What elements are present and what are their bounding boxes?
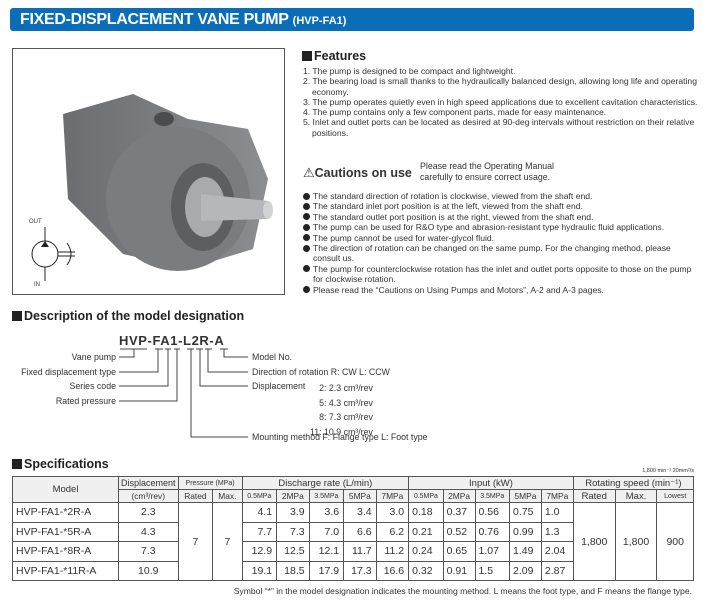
label-fixed-displacement: Fixed displacement type bbox=[21, 367, 116, 377]
table-cell: HVP-FA1-*8R-A bbox=[12, 541, 119, 562]
table-row: HVP-FA1-*8R-A 7.3 12.9 12.5 12.1 11.7 11.2 0.24… bbox=[12, 541, 694, 562]
cautions-heading: ⚠Cautions on use bbox=[303, 165, 412, 180]
table-cell: 0.56 bbox=[474, 502, 511, 523]
pump-image bbox=[63, 94, 273, 271]
table-cell: 6.6 bbox=[343, 521, 377, 542]
hydraulic-pump-symbol: OUT IN bbox=[25, 217, 85, 292]
table-cell: 0.32 bbox=[408, 560, 444, 581]
table-cell: 0.75 bbox=[509, 502, 542, 523]
title-banner: FIXED-DISPLACEMENT VANE PUMP (HVP-FA1) bbox=[10, 8, 694, 31]
label-rated-pressure: Rated pressure bbox=[55, 396, 116, 406]
feature-item: 1. The pump is designed to be compact an… bbox=[303, 66, 516, 76]
table-cell: 0.91 bbox=[442, 560, 476, 581]
features-heading: Features bbox=[302, 49, 366, 63]
feature-item: 5. Inlet and outlet ports can be located… bbox=[303, 117, 695, 138]
specifications-table: Model Displacement Pressure (MPa) Discha… bbox=[12, 476, 695, 581]
test-condition: 1,800 min⁻¹ 20mm²/s bbox=[642, 468, 694, 474]
table-cell: 3.4 bbox=[343, 502, 377, 523]
table-cell: 11.2 bbox=[375, 541, 410, 562]
caution-item: The direction of rotation can be changed… bbox=[303, 243, 698, 264]
table-cell: 0.37 bbox=[442, 502, 476, 523]
page-title: FIXED-DISPLACEMENT VANE PUMP bbox=[20, 11, 289, 28]
table-cell: HVP-FA1-*5R-A bbox=[12, 521, 119, 542]
table-cell: 1,800 bbox=[614, 502, 658, 581]
table-cell: 900 bbox=[656, 502, 694, 581]
label-mounting: Mounting method F: Flange type L: Foot t… bbox=[252, 432, 428, 442]
table-cell: 3.9 bbox=[276, 502, 310, 523]
features-list: 1. The pump is designed to be compact an… bbox=[303, 66, 698, 138]
table-cell: 7.3 bbox=[118, 541, 179, 562]
table-cell: 0.18 bbox=[408, 502, 444, 523]
table-cell: 10.9 bbox=[118, 560, 179, 581]
table-cell: 7.7 bbox=[241, 521, 278, 542]
table-row: HVP-FA1-*2R-A 2.3 7 7 4.1 3.9 3.6 3.4 3.0 0.18 0.3… bbox=[12, 502, 694, 581]
caution-item: The pump cannot be used for water-glycol… bbox=[303, 233, 698, 243]
table-cell: 12.9 bbox=[241, 541, 278, 562]
table-cell: 7.3 bbox=[276, 521, 310, 542]
designation-connectors bbox=[119, 348, 248, 438]
table-cell: 1.5 bbox=[474, 560, 511, 581]
table-cell: 4.3 bbox=[118, 521, 179, 542]
table-cell: 0.65 bbox=[442, 541, 476, 562]
caution-item: The standard direction of rotation is cl… bbox=[303, 191, 698, 201]
feature-item: 3. The pump operates quietly even in hig… bbox=[303, 96, 698, 107]
feature-item: 2. The bearing load is small thanks to t… bbox=[303, 76, 697, 97]
label-vane-pump: Vane pump bbox=[71, 352, 116, 362]
specs-heading: Specifications bbox=[12, 457, 109, 471]
caution-item: The standard inlet port position is at t… bbox=[303, 201, 698, 211]
label-direction: Direction of rotation R: CW L: CCW bbox=[252, 367, 390, 377]
table-cell: 12.1 bbox=[308, 541, 345, 562]
table-cell: 2.09 bbox=[509, 560, 542, 581]
label-model-no: Model No. bbox=[252, 352, 293, 362]
table-cell: 1.3 bbox=[540, 521, 574, 542]
table-cell: 0.52 bbox=[442, 521, 476, 542]
table-cell: 7 bbox=[177, 502, 214, 581]
table-cell: 12.5 bbox=[276, 541, 310, 562]
caution-item: The standard outlet port position is at … bbox=[303, 212, 698, 222]
table-cell: 18.5 bbox=[276, 560, 310, 581]
product-photo: OUT IN bbox=[12, 48, 285, 295]
table-cell: 7 bbox=[212, 502, 243, 581]
label-series-code: Series code bbox=[69, 381, 116, 391]
table-cell: 19.1 bbox=[241, 560, 278, 581]
table-cell: 17.9 bbox=[308, 560, 345, 581]
table-cell: 11.7 bbox=[343, 541, 377, 562]
table-cell: HVP-FA1-*11R-A bbox=[12, 560, 119, 581]
table-cell: 1,800 bbox=[572, 502, 616, 581]
table-cell: 2.3 bbox=[118, 502, 179, 523]
designation-heading: Description of the model designation bbox=[12, 309, 244, 323]
feature-item: 4. The pump contains only a few componen… bbox=[303, 107, 607, 118]
table-cell: 0.99 bbox=[509, 521, 542, 542]
table-cell: 3.6 bbox=[308, 502, 345, 523]
displacement-options: 2: 2.3 cm³/rev 5: 4.3 cm³/rev 8: 7.3 cm³/r… bbox=[310, 383, 373, 437]
specs-footnote: Symbol “*” in the model designation indi… bbox=[233, 586, 692, 596]
model-code: (HVP-FA1) bbox=[292, 15, 347, 27]
table-cell: 16.6 bbox=[375, 560, 410, 581]
table-cell: 1.49 bbox=[509, 541, 542, 562]
caution-item: The pump can be used for R&O type and ab… bbox=[303, 222, 698, 232]
cautions-list: The standard direction of rotation is cl… bbox=[303, 191, 698, 295]
warning-icon: ⚠ bbox=[303, 165, 315, 180]
table-cell: 6.2 bbox=[375, 521, 410, 542]
table-cell: 3.0 bbox=[375, 502, 410, 523]
designation-code: HVP-FA1-L2R-A bbox=[119, 333, 225, 348]
table-cell: 17.3 bbox=[343, 560, 377, 581]
table-cell: 4.1 bbox=[241, 502, 278, 523]
table-cell: 1.0 bbox=[540, 502, 574, 523]
table-cell: 7.0 bbox=[308, 521, 345, 542]
table-cell: 2.04 bbox=[540, 541, 574, 562]
table-cell: 1.07 bbox=[474, 541, 511, 562]
table-cell: HVP-FA1-*2R-A bbox=[12, 502, 119, 523]
table-cell: 2.87 bbox=[540, 560, 574, 581]
table-cell: 0.76 bbox=[474, 521, 511, 542]
cautions-note: Please read the Operating Manual carefull… bbox=[420, 161, 554, 182]
label-displacement: Displacement bbox=[252, 381, 306, 391]
table-cell: 0.21 bbox=[408, 521, 444, 542]
caution-item: Please read the “Cautions on Using Pumps… bbox=[303, 285, 698, 295]
caution-item: The pump for counterclockwise rotation h… bbox=[303, 264, 698, 285]
table-cell: 0.24 bbox=[408, 541, 444, 562]
table-row: HVP-FA1-*11R-A 10.9 19.1 18.5 17.9 17.3 16.6 0.… bbox=[12, 560, 694, 581]
